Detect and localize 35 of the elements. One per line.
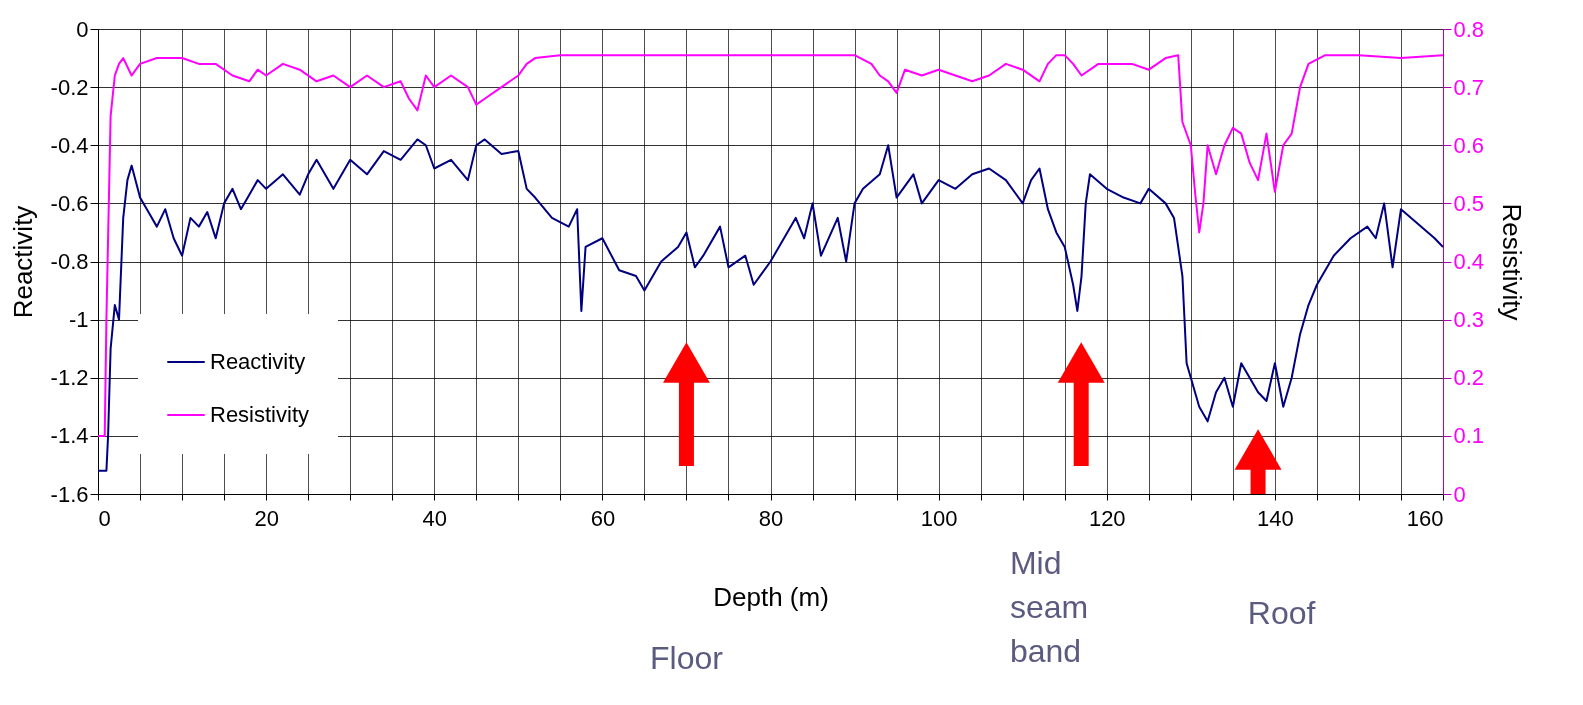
y2-tick-label: 0 xyxy=(1453,481,1466,507)
y2-tick-label: 0.3 xyxy=(1453,307,1485,333)
y2-tick-label: 0.1 xyxy=(1453,423,1485,449)
y-tick-label: 0 xyxy=(76,16,89,42)
text: Floor xyxy=(649,640,724,676)
x-tick-label: 20 xyxy=(254,505,279,531)
x-tick-label: 120 xyxy=(1088,505,1126,531)
legend-label: Reactivity xyxy=(210,349,306,374)
x-tick-label: 80 xyxy=(758,505,784,531)
y-tick-label: -1 xyxy=(68,307,89,333)
y-tick-label: -0.4 xyxy=(50,132,89,158)
y2-tick-label: 0.2 xyxy=(1453,365,1485,391)
y-tick-label: -0.8 xyxy=(50,249,89,274)
x-tick-label: 140 xyxy=(1257,505,1294,531)
y2-tick-label: 0.7 xyxy=(1453,74,1485,100)
y2-tick-label: 0.4 xyxy=(1453,249,1485,274)
y2-tick-label: 0.5 xyxy=(1453,190,1485,216)
y-tick-label: -0.2 xyxy=(50,74,89,100)
x-tick-label: 160 xyxy=(1406,505,1444,531)
text: Mid seam band xyxy=(1009,545,1089,669)
y-axis-title: Reactivity xyxy=(7,205,38,319)
y2-axis-title: Resistivity xyxy=(1497,203,1528,321)
y-tick-label: -1.4 xyxy=(50,423,89,449)
legend-label: Resistivity xyxy=(210,402,310,427)
x-axis-title: Depth (m) xyxy=(713,581,829,612)
y2-tick-label: 0.6 xyxy=(1453,132,1485,158)
x-tick-label: 0 xyxy=(98,505,111,531)
x-tick-label: 100 xyxy=(920,505,958,531)
y-tick-label: -1.2 xyxy=(50,365,89,391)
text: Roof xyxy=(1247,595,1316,631)
y-tick-label: -0.6 xyxy=(50,190,89,216)
y-tick-label: -1.6 xyxy=(50,481,89,507)
x-tick-label: 60 xyxy=(590,505,616,531)
y2-tick-label: 0.8 xyxy=(1453,16,1485,42)
x-tick-label: 40 xyxy=(422,505,447,531)
